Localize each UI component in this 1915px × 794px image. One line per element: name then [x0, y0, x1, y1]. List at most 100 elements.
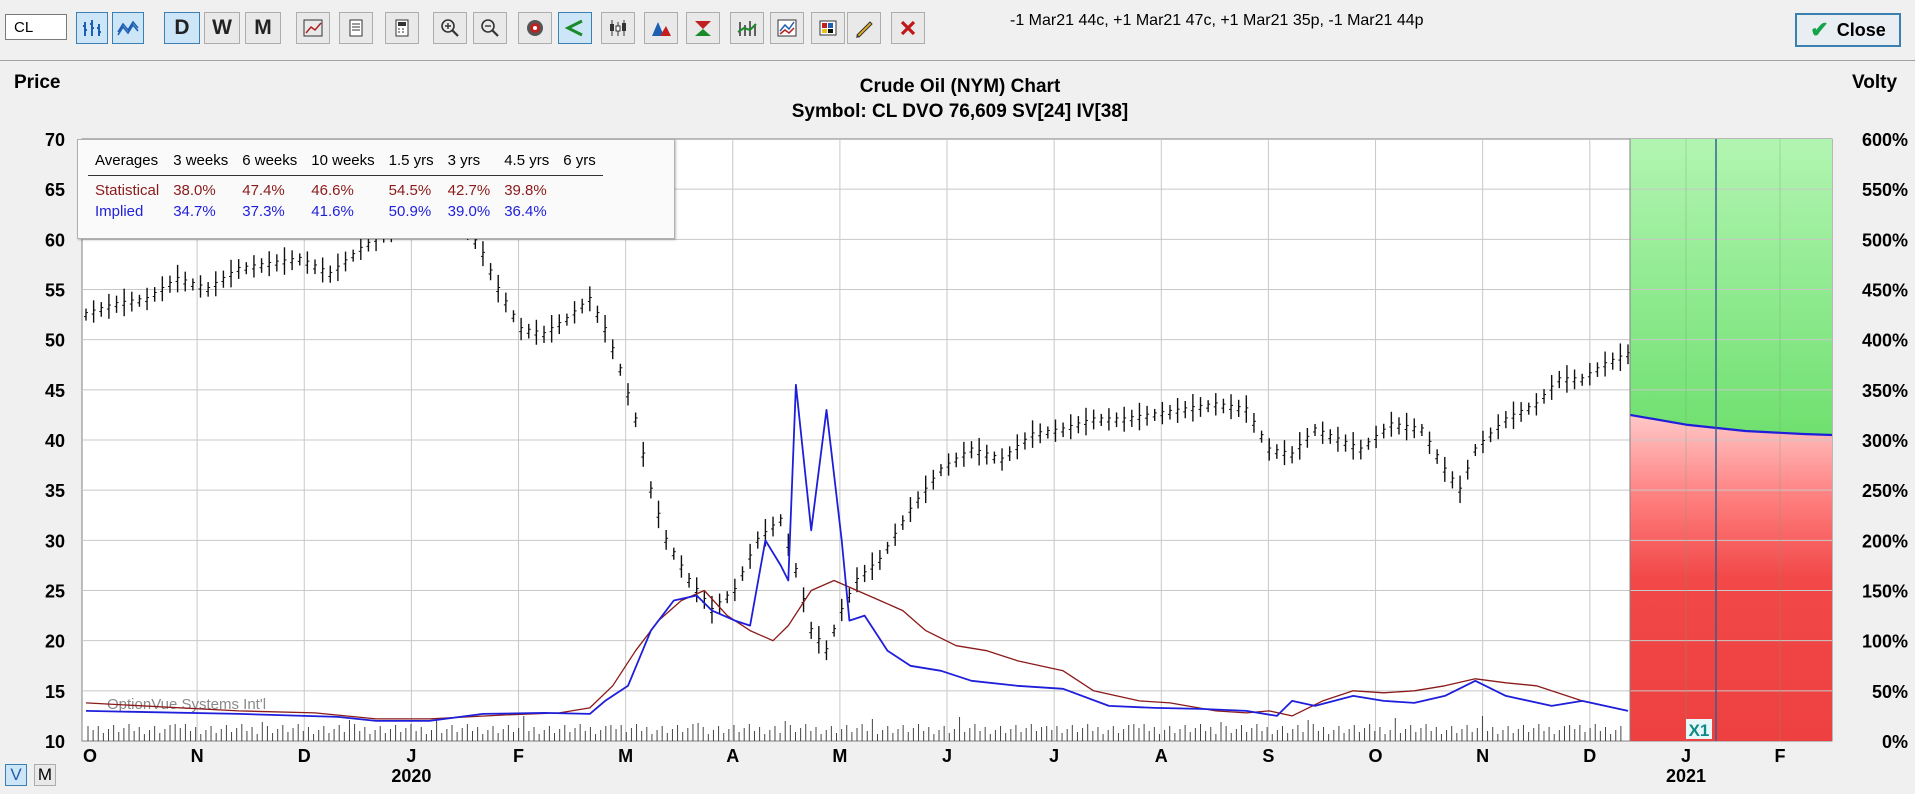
delete-button[interactable] — [891, 12, 925, 44]
implied-value: 41.6% — [311, 203, 354, 220]
angle-icon — [564, 19, 583, 37]
volatility-tick-label: 250% — [1862, 481, 1908, 501]
statistical-row: Statistical 38.0% 47.4% 46.6% 54.5% 42.7… — [88, 176, 603, 202]
position-summary: -1 Mar21 44c, +1 Mar21 47c, +1 Mar21 35p… — [1010, 12, 1424, 29]
toolbar: D W M -1 Mar21 44c, +1 Mar2 — [0, 0, 1915, 61]
bar-chart-mode-button[interactable] — [76, 12, 108, 44]
weekly-button[interactable]: W — [204, 12, 240, 44]
print-button[interactable] — [339, 12, 373, 44]
volatility-tick-label: 600% — [1862, 130, 1908, 150]
target-button[interactable] — [518, 12, 552, 44]
implied-value: 34.7% — [173, 203, 216, 220]
implied-label: Implied — [95, 203, 144, 220]
calculator-button[interactable] — [385, 12, 419, 44]
chart-settings-button[interactable] — [296, 12, 330, 44]
line-chart-mode-button[interactable] — [112, 12, 144, 44]
volatility-averages-panel: Averages 3 weeks 6 weeks 10 weeks 1.5 yr… — [77, 139, 675, 239]
price-tick-label: 45 — [45, 381, 65, 401]
watermark-text: OptionVue Systems Int'l — [107, 696, 266, 713]
month-label: S — [1262, 746, 1274, 766]
daily-button[interactable]: D — [164, 12, 200, 44]
zoom-out-icon — [481, 19, 499, 37]
implied-value: 36.4% — [504, 203, 547, 220]
price-tick-label: 20 — [45, 632, 65, 652]
calculator-icon — [395, 19, 409, 37]
indicator-button[interactable] — [770, 12, 804, 44]
header-10-weeks: 10 weeks — [304, 150, 382, 176]
price-tick-label: 25 — [45, 582, 65, 602]
statistical-value — [556, 176, 603, 202]
color-button[interactable] — [811, 12, 845, 44]
volatility-tick-label: 50% — [1872, 682, 1908, 702]
price-tick-label: 50 — [45, 331, 65, 351]
study-button[interactable] — [730, 12, 764, 44]
month-label: F — [1775, 746, 1786, 766]
volatility-tick-label: 450% — [1862, 281, 1908, 301]
implied-value: 37.3% — [242, 203, 285, 220]
month-label: D — [298, 746, 311, 766]
monthly-button[interactable]: M — [245, 12, 281, 44]
year-label: 2021 — [1666, 766, 1706, 786]
expiration-marker-label: X1 — [1689, 721, 1710, 740]
statistical-value: 46.6% — [311, 182, 354, 199]
chart-title: Crude Oil (NYM) Chart — [859, 76, 1061, 97]
bar-chart-icon — [83, 20, 101, 36]
chart-subtitle: Symbol: CL DVO 76,609 SV[24] IV[38] — [791, 101, 1129, 122]
averages-table: Averages 3 weeks 6 weeks 10 weeks 1.5 yr… — [88, 150, 603, 222]
volatility-tick-label: 550% — [1862, 180, 1908, 200]
price-tick-label: 10 — [45, 732, 65, 752]
zoom-in-button[interactable] — [433, 12, 467, 44]
indicator-icon — [777, 19, 797, 37]
delete-x-icon — [900, 20, 916, 36]
implied-value: 39.0% — [447, 203, 491, 220]
implied-value: 50.9% — [388, 203, 432, 220]
price-tick-label: 60 — [45, 230, 65, 250]
month-label: J — [406, 746, 416, 766]
target-icon — [527, 20, 543, 36]
volatility-tick-label: 400% — [1862, 331, 1908, 351]
zoom-in-icon — [441, 19, 459, 37]
palette-icon — [819, 20, 837, 36]
year-label: 2020 — [391, 766, 431, 786]
volatility-tick-label: 200% — [1862, 531, 1908, 551]
angle-tool-button[interactable] — [558, 12, 592, 44]
statistical-value: 42.7% — [447, 182, 491, 199]
close-button[interactable]: ✔ Close — [1795, 13, 1901, 47]
month-label: O — [83, 746, 97, 766]
zoom-out-button[interactable] — [473, 12, 507, 44]
header-3-weeks: 3 weeks — [166, 150, 236, 176]
candle-button[interactable] — [601, 12, 635, 44]
volatility-tick-label: 100% — [1862, 632, 1908, 652]
month-label: M — [618, 746, 633, 766]
symbol-input[interactable] — [5, 14, 67, 40]
view-m-button[interactable]: M — [34, 764, 56, 786]
candlestick-icon — [610, 20, 626, 36]
draw-button[interactable] — [847, 12, 881, 44]
header-3-yrs: 3 yrs — [440, 150, 498, 176]
volatility-tick-label: 150% — [1862, 582, 1908, 602]
price-tick-label: 65 — [45, 180, 65, 200]
implied-volatility-line — [85, 383, 1629, 722]
month-label: J — [942, 746, 952, 766]
month-label: N — [1476, 746, 1489, 766]
statistical-value: 39.8% — [504, 182, 547, 199]
projection-upper-zone — [1630, 139, 1832, 435]
averages-header: Averages — [88, 150, 167, 176]
view-v-button[interactable]: V — [5, 764, 27, 786]
projected-volatility-line — [1629, 413, 1833, 437]
volatility-tick-label: 300% — [1862, 431, 1908, 451]
document-icon — [349, 19, 363, 37]
volatility-button[interactable] — [644, 12, 678, 44]
month-label: A — [1155, 746, 1168, 766]
volatility-axis-title: Volty — [1852, 72, 1898, 93]
volatility-tick-label: 500% — [1862, 230, 1908, 250]
month-label: N — [191, 746, 204, 766]
month-label: M — [832, 746, 847, 766]
price-tick-label: 15 — [45, 682, 65, 702]
volatility-tick-label: 350% — [1862, 381, 1908, 401]
header-6-yrs: 6 yrs — [556, 150, 603, 176]
month-label: D — [1583, 746, 1596, 766]
price-axis-title: Price — [14, 72, 61, 93]
probability-button[interactable] — [686, 12, 720, 44]
